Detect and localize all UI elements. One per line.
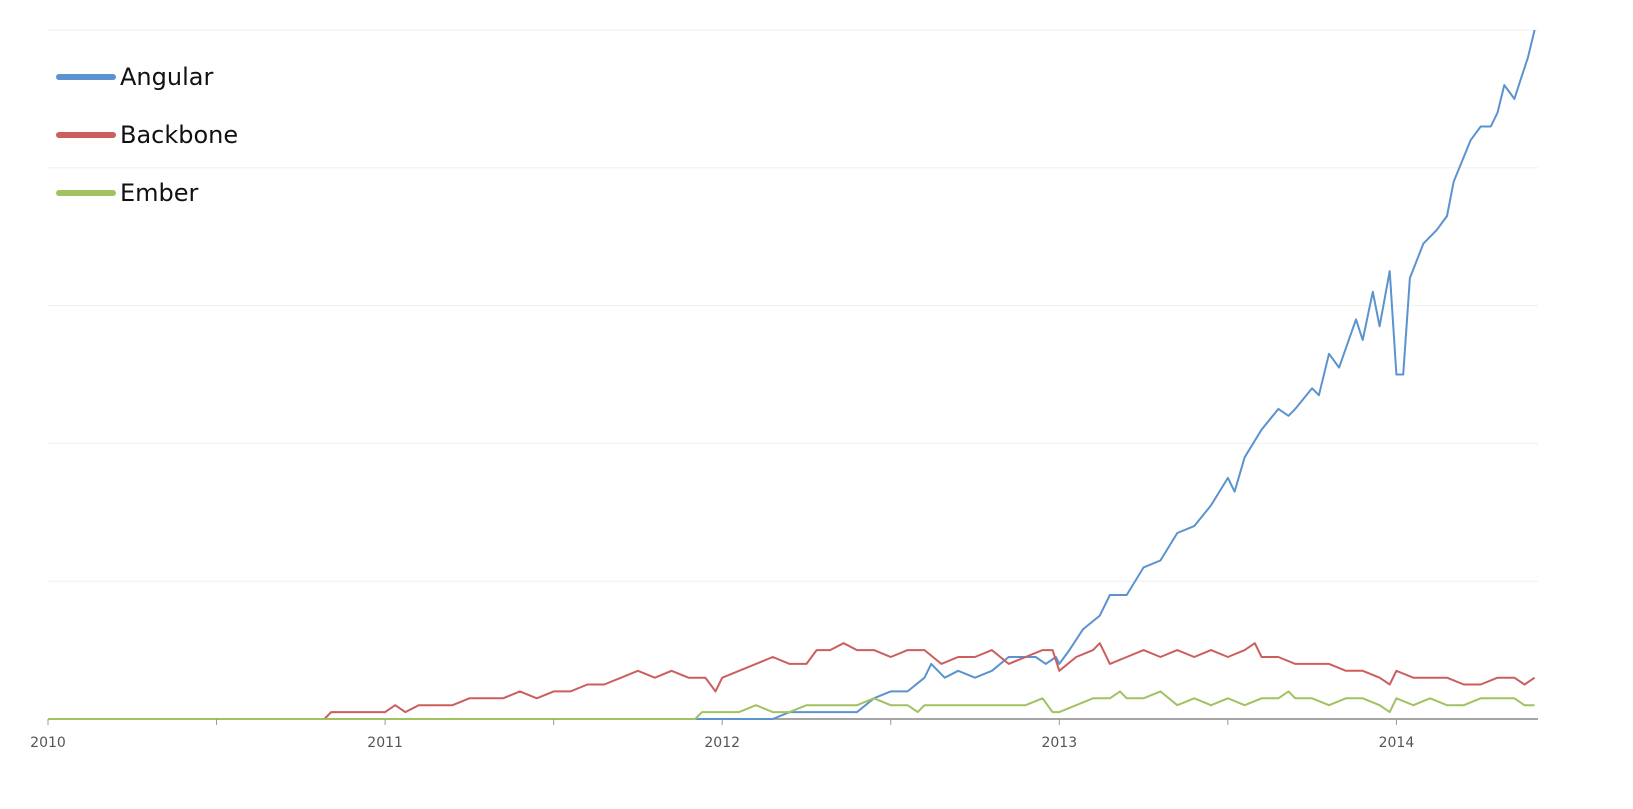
legend-swatch [56,74,116,80]
series-lines [48,29,1536,720]
legend-swatch [56,132,116,138]
x-tick-label: 2011 [367,735,403,751]
x-tick-label: 2013 [1041,735,1077,751]
series-line-ember [48,690,1535,720]
series-line-angular [48,29,1536,720]
x-tick-label: 2014 [1379,735,1415,751]
legend-label: Ember [120,179,199,207]
grid-lines [48,29,1538,720]
series-line-backbone [48,642,1536,720]
x-axis-ticks: 2010 2011 2012 2013 2014 [30,719,1414,751]
legend-label: Angular [120,63,214,91]
x-tick-label: 2010 [30,735,66,751]
legend-item-ember: Ember [56,164,238,222]
legend-swatch [56,190,116,196]
legend: Angular Backbone Ember [56,48,238,222]
legend-item-angular: Angular [56,48,238,106]
legend-label: Backbone [120,121,239,149]
legend-item-backbone: Backbone [56,106,238,164]
x-tick-label: 2012 [704,735,740,751]
